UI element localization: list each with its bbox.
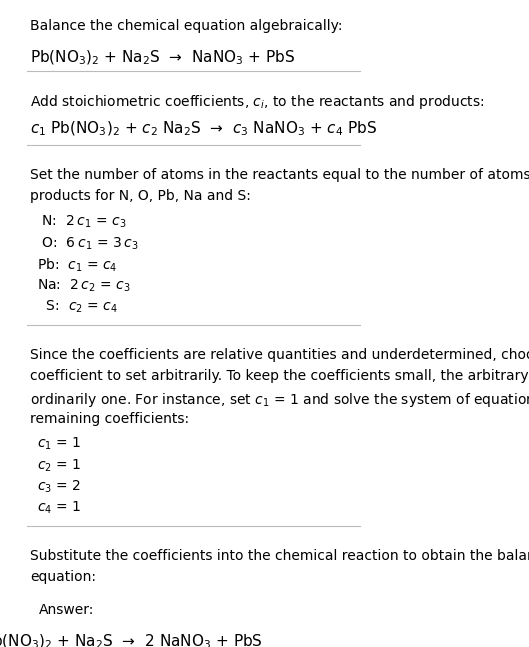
Text: N:  2 $c_1$ = $c_3$: N: 2 $c_1$ = $c_3$ — [37, 214, 126, 230]
Text: Na:  2 $c_2$ = $c_3$: Na: 2 $c_2$ = $c_3$ — [37, 278, 130, 294]
Text: $c_2$ = 1: $c_2$ = 1 — [37, 457, 81, 474]
Text: $c_3$ = 2: $c_3$ = 2 — [37, 479, 81, 495]
Text: remaining coefficients:: remaining coefficients: — [30, 411, 189, 426]
Text: ordinarily one. For instance, set $c_1$ = 1 and solve the system of equations fo: ordinarily one. For instance, set $c_1$ … — [30, 391, 529, 408]
Text: Since the coefficients are relative quantities and underdetermined, choose a: Since the coefficients are relative quan… — [30, 348, 529, 362]
Text: Substitute the coefficients into the chemical reaction to obtain the balanced: Substitute the coefficients into the che… — [30, 549, 529, 563]
Text: Pb:  $c_1$ = $c_4$: Pb: $c_1$ = $c_4$ — [37, 257, 117, 274]
Text: coefficient to set arbitrarily. To keep the coefficients small, the arbitrary va: coefficient to set arbitrarily. To keep … — [30, 369, 529, 383]
Text: O:  6 $c_1$ = 3 $c_3$: O: 6 $c_1$ = 3 $c_3$ — [37, 236, 139, 252]
Text: $c_4$ = 1: $c_4$ = 1 — [37, 499, 81, 516]
Text: Set the number of atoms in the reactants equal to the number of atoms in the: Set the number of atoms in the reactants… — [30, 168, 529, 182]
Text: Balance the chemical equation algebraically:: Balance the chemical equation algebraica… — [30, 19, 342, 32]
Text: products for N, O, Pb, Na and S:: products for N, O, Pb, Na and S: — [30, 190, 251, 203]
Text: Pb(NO$_3$)$_2$ + Na$_2$S  →  NaNO$_3$ + PbS: Pb(NO$_3$)$_2$ + Na$_2$S → NaNO$_3$ + Pb… — [30, 49, 295, 67]
Text: Add stoichiometric coefficients, $c_i$, to the reactants and products:: Add stoichiometric coefficients, $c_i$, … — [30, 93, 485, 111]
Text: S:  $c_2$ = $c_4$: S: $c_2$ = $c_4$ — [37, 299, 117, 316]
Text: $c_1$ Pb(NO$_3$)$_2$ + $c_2$ Na$_2$S  →  $c_3$ NaNO$_3$ + $c_4$ PbS: $c_1$ Pb(NO$_3$)$_2$ + $c_2$ Na$_2$S → $… — [30, 119, 377, 138]
Text: equation:: equation: — [30, 570, 96, 584]
Text: $c_1$ = 1: $c_1$ = 1 — [37, 436, 81, 452]
Text: Pb(NO$_3$)$_2$ + Na$_2$S  →  2 NaNO$_3$ + PbS: Pb(NO$_3$)$_2$ + Na$_2$S → 2 NaNO$_3$ + … — [0, 633, 263, 647]
Text: Answer:: Answer: — [39, 602, 94, 617]
FancyBboxPatch shape — [26, 589, 221, 647]
